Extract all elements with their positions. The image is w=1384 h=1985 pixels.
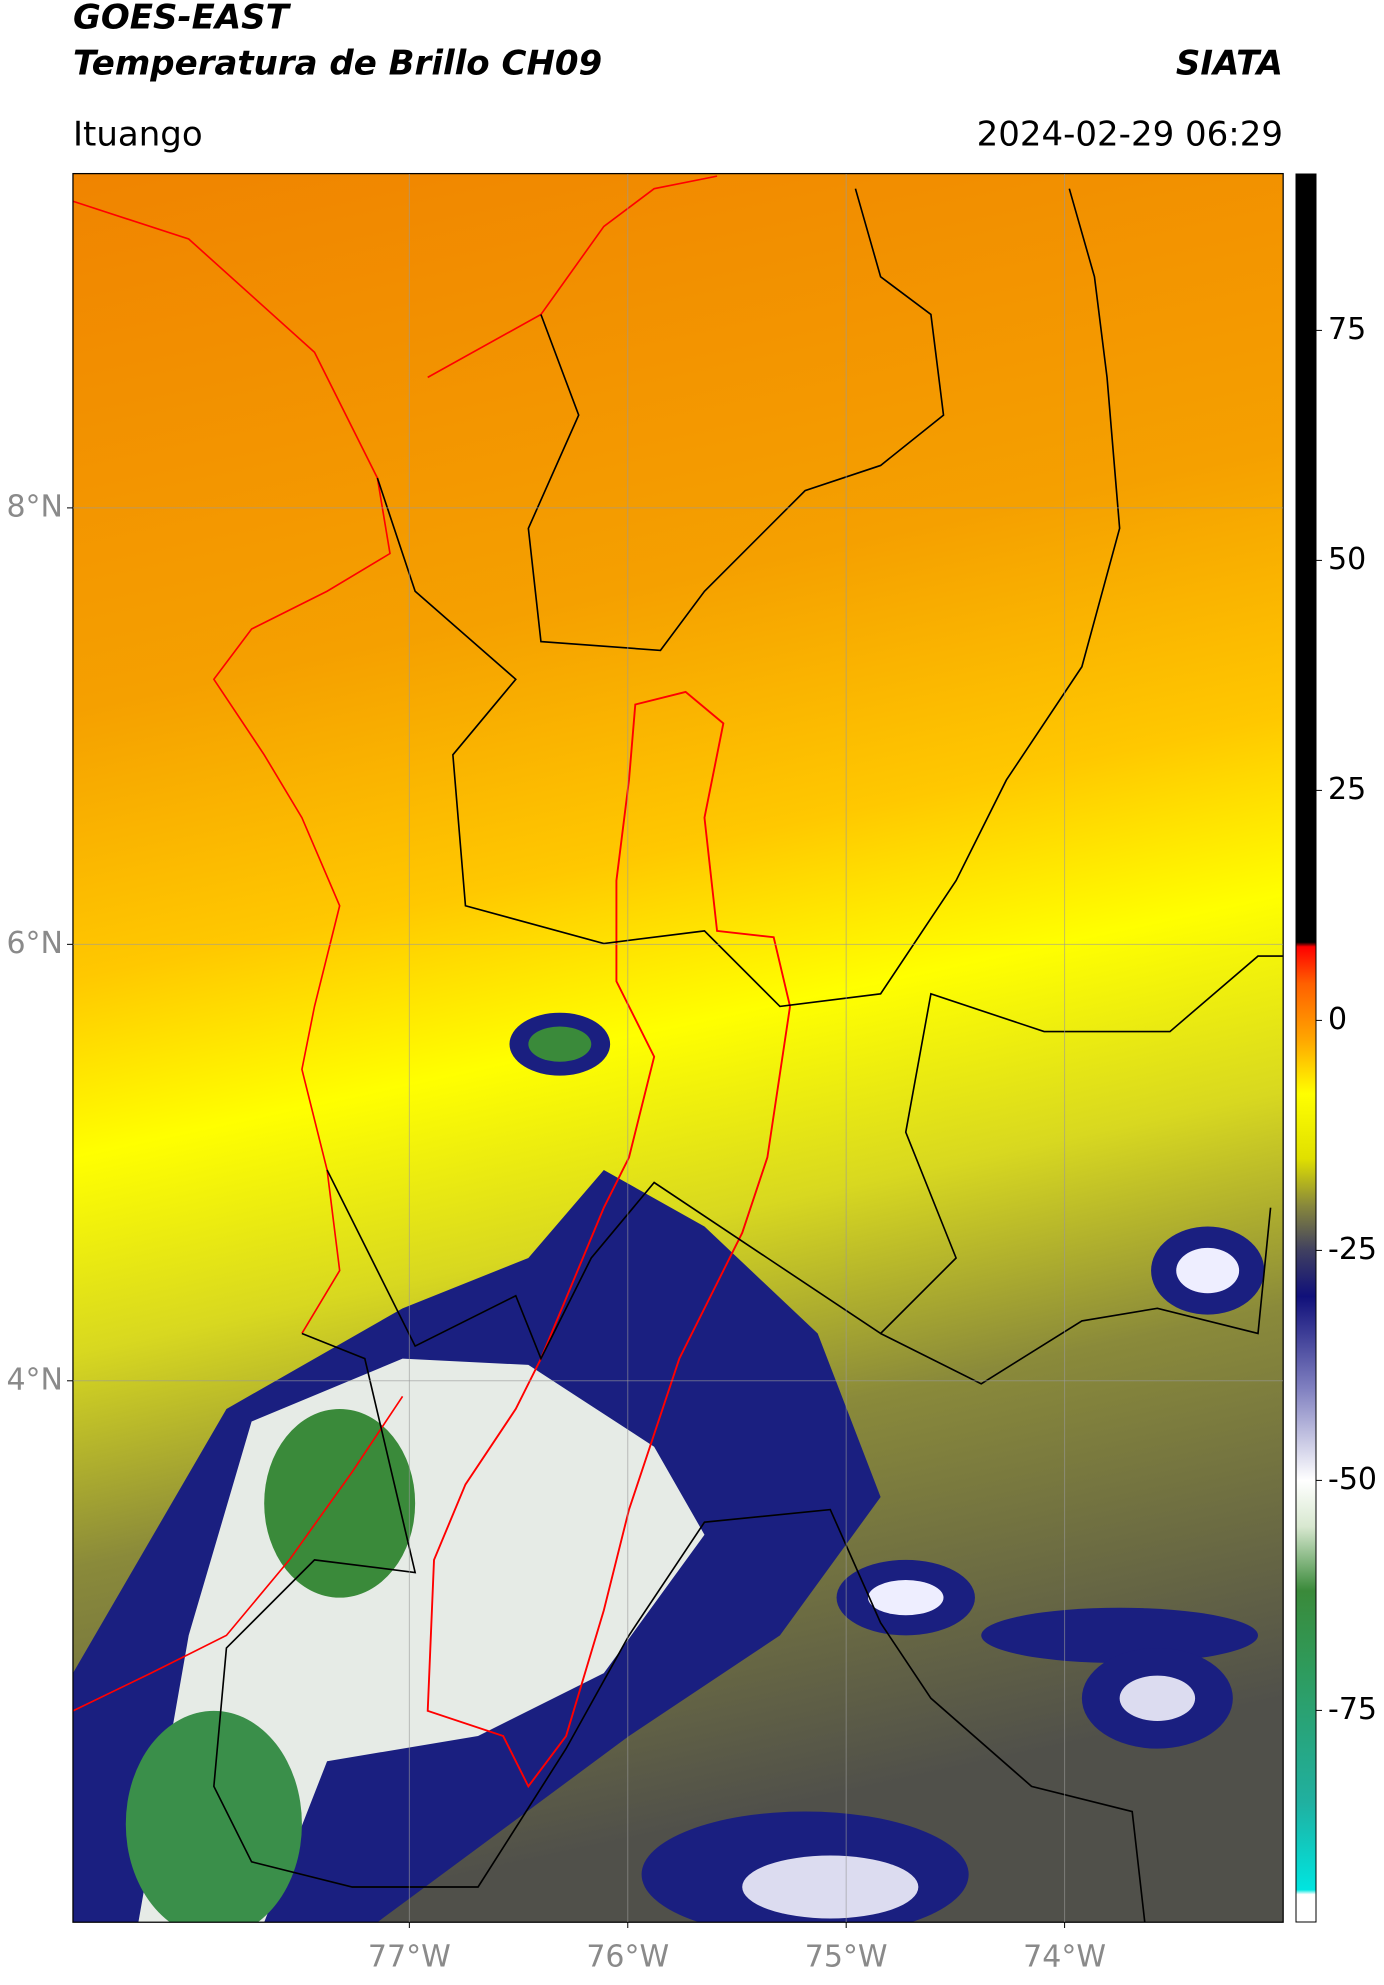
lon-tick-label: 76°W bbox=[586, 1940, 669, 1975]
colorbar-tick-label: 75 bbox=[1328, 312, 1366, 347]
basin-outline bbox=[426, 690, 791, 1789]
boundary bbox=[527, 188, 945, 652]
colorbar-tick-label: 0 bbox=[1328, 1002, 1347, 1037]
boundary bbox=[376, 188, 1121, 1008]
map-layer bbox=[72, 173, 1284, 1923]
colorbar bbox=[1295, 173, 1317, 1923]
lat-tick-label: 8°N bbox=[6, 489, 63, 524]
cloud bbox=[264, 1408, 416, 1598]
colorbar-tick-label: -25 bbox=[1328, 1232, 1377, 1267]
cloud bbox=[742, 1855, 919, 1919]
colorbar-tick-label: 25 bbox=[1328, 772, 1366, 807]
agency: SIATA bbox=[1176, 44, 1283, 84]
cloud bbox=[528, 1026, 592, 1062]
coastline bbox=[72, 1395, 404, 1712]
cloud bbox=[1119, 1675, 1196, 1721]
cloud bbox=[868, 1580, 944, 1616]
cloud bbox=[1176, 1247, 1240, 1294]
subtitle: Temperatura de Brillo CH09 bbox=[73, 44, 602, 84]
boundary bbox=[880, 1207, 1272, 1385]
lat-tick-label: 6°N bbox=[6, 926, 63, 961]
map-image bbox=[72, 172, 1284, 1923]
boundary bbox=[213, 1332, 1146, 1923]
datetime: 2024-02-29 06:29 bbox=[977, 115, 1283, 155]
lat-tick-label: 4°N bbox=[6, 1362, 63, 1397]
lon-tick-label: 74°W bbox=[1023, 1940, 1106, 1975]
lon-tick-label: 75°W bbox=[805, 1940, 888, 1975]
map-frame bbox=[72, 172, 1284, 1923]
colorbar-tick-label: 50 bbox=[1328, 542, 1366, 577]
lon-tick-label: 77°W bbox=[368, 1940, 451, 1975]
title: GOES-EAST bbox=[73, 0, 292, 38]
coastline bbox=[72, 200, 391, 1334]
cloud bbox=[125, 1710, 302, 1923]
location: Ituango bbox=[73, 115, 203, 155]
coastline bbox=[427, 175, 718, 379]
colorbar-tick-label: -50 bbox=[1328, 1462, 1377, 1497]
cloud bbox=[981, 1607, 1258, 1664]
colorbar-tick-label: -75 bbox=[1328, 1692, 1377, 1727]
